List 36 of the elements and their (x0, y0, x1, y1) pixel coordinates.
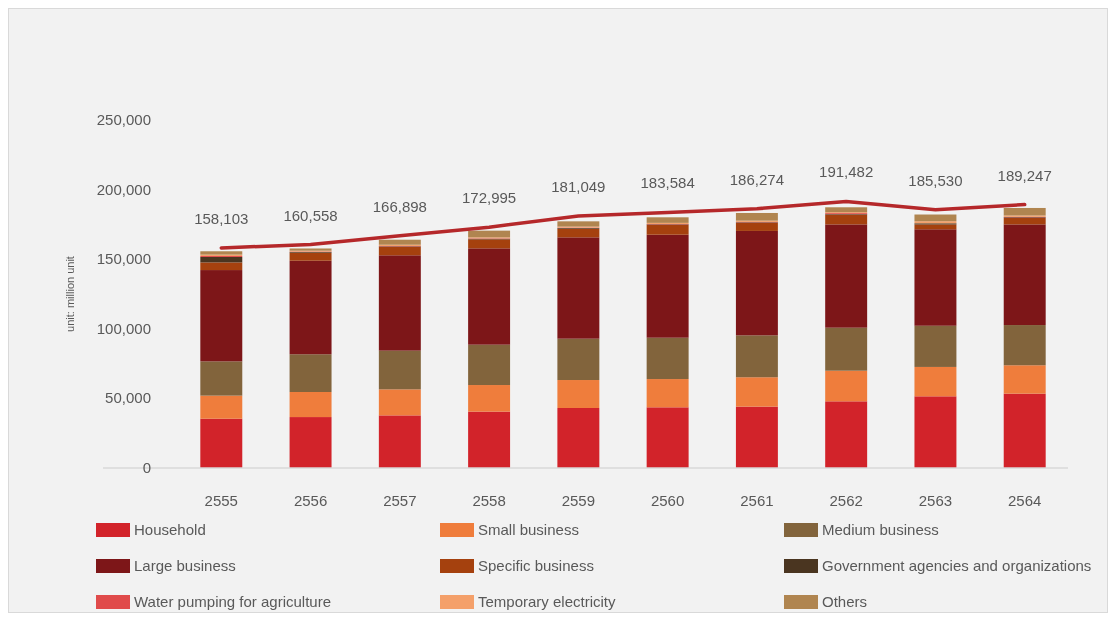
x-tick-label: 2558 (472, 492, 506, 509)
x-tick-label: 2555 (204, 492, 238, 509)
legend-label: Large business (134, 557, 236, 574)
x-tick-label: 2562 (829, 492, 863, 509)
legend-label: Government agencies and organizations (822, 557, 1092, 574)
x-tick-label: 2557 (383, 492, 417, 509)
data-label: 189,247 (997, 166, 1052, 184)
legend-label: Specific business (478, 557, 594, 574)
x-tick-label: 2563 (918, 492, 953, 509)
x-tick-label: 2559 (561, 492, 596, 509)
data-label: 191,482 (819, 163, 874, 181)
x-tick-label: 2564 (1008, 492, 1042, 509)
x-tick-label: 2556 (293, 492, 328, 509)
legend-label: Small business (478, 521, 579, 538)
y-tick-label: 150,000 (96, 250, 151, 268)
y-tick-label: 50,000 (105, 389, 151, 407)
data-label: 185,530 (908, 171, 963, 189)
data-label: 172,995 (461, 189, 517, 207)
y-tick-label: 100,000 (96, 319, 151, 337)
legend-label: Others (822, 593, 868, 610)
data-label: 186,274 (729, 170, 785, 188)
data-label: 166,898 (372, 197, 427, 215)
legend-label: Water pumping for agriculture (134, 593, 332, 610)
y-axis-title: unit: million unit (64, 256, 76, 332)
y-tick-label: 250,000 (96, 111, 151, 128)
x-tick-label: 2560 (650, 492, 685, 509)
x-tick-label: 2561 (740, 492, 774, 509)
y-tick-label: 200,000 (96, 180, 151, 198)
data-label: 158,103 (194, 209, 249, 227)
data-label: 183,584 (640, 174, 695, 192)
legend-label: Household (134, 521, 206, 538)
data-label: 160,558 (283, 206, 338, 224)
data-label: 181,049 (551, 177, 606, 195)
legend-label: Temporary electricity (478, 593, 617, 610)
legend-label: Medium business (822, 521, 939, 538)
y-tick-label: 0 (142, 459, 151, 476)
